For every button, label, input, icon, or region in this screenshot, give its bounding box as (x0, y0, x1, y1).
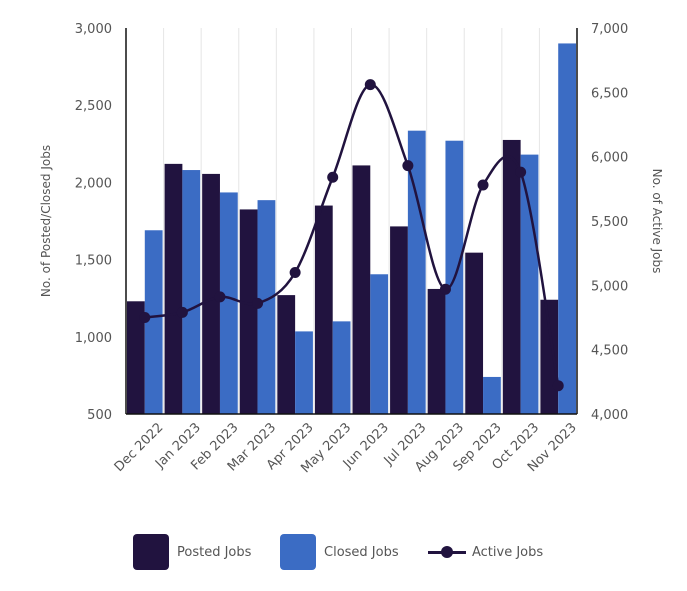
active-jobs-point (364, 79, 376, 91)
active-jobs-point (402, 160, 414, 172)
bar-posted-jobs (314, 205, 333, 414)
bar-posted-jobs (164, 163, 183, 414)
active-jobs-point (214, 291, 226, 303)
active-jobs-point (176, 306, 188, 318)
bars (127, 43, 576, 414)
bar-closed-jobs (219, 192, 238, 414)
bar-closed-jobs (407, 130, 426, 414)
bar-closed-jobs (257, 200, 276, 414)
chart: 500 1,000 1,500 2,000 2,500 3,000 4,000 4,500 5… (39, 22, 664, 476)
legend-swatch-active (428, 534, 466, 570)
left-tick-label: 1,000 (75, 331, 112, 346)
right-tick-label: 5,000 (591, 279, 628, 294)
bar-posted-jobs (352, 165, 371, 414)
active-jobs-point (289, 266, 301, 278)
active-jobs-point (552, 380, 564, 392)
right-tick-label: 7,000 (591, 22, 628, 37)
bar-posted-jobs (390, 226, 408, 414)
legend: Posted Jobs Closed Jobs Active Jobs (0, 532, 687, 572)
active-jobs-point (515, 166, 527, 178)
right-axis-ticks: 4,000 4,500 5,000 5,500 6,000 6,500 7,000 (591, 22, 628, 423)
bar-posted-jobs (427, 288, 446, 414)
axes (125, 28, 578, 415)
active-jobs-point (439, 283, 451, 295)
left-tick-label: 3,000 (75, 22, 112, 37)
bar-closed-jobs (182, 170, 201, 414)
bar-closed-jobs (483, 376, 501, 414)
bar-posted-jobs (540, 299, 559, 414)
bar-posted-jobs (239, 209, 258, 414)
right-tick-label: 4,000 (591, 408, 628, 423)
bar-posted-jobs (502, 139, 521, 414)
right-tick-label: 6,500 (591, 86, 628, 101)
bar-closed-jobs (370, 274, 389, 414)
legend-item-active[interactable]: Active Jobs (428, 532, 543, 572)
left-tick-label: 2,500 (75, 99, 112, 114)
bar-posted-jobs (127, 301, 145, 414)
bar-posted-jobs (202, 173, 220, 414)
bar-closed-jobs (558, 43, 576, 414)
right-tick-label: 4,500 (591, 344, 628, 359)
gridlines (163, 28, 540, 414)
bar-closed-jobs (520, 154, 539, 414)
legend-swatch-posted (133, 534, 169, 570)
bar-posted-jobs (465, 252, 484, 414)
left-axis-ticks: 500 1,000 1,500 2,000 2,500 3,000 (75, 22, 112, 423)
bar-closed-jobs (332, 321, 351, 414)
bar-closed-jobs (295, 331, 313, 414)
legend-label-closed: Closed Jobs (324, 544, 399, 560)
active-jobs-point (139, 312, 151, 323)
legend-label-posted: Posted Jobs (177, 544, 252, 560)
bar-closed-jobs (144, 230, 163, 414)
bar-posted-jobs (277, 295, 296, 414)
legend-label-active: Active Jobs (472, 544, 544, 560)
right-tick-label: 6,000 (591, 151, 628, 166)
active-jobs-point (327, 171, 339, 183)
legend-swatch-closed (280, 534, 316, 570)
left-tick-label: 2,000 (75, 176, 112, 191)
left-tick-label: 1,500 (75, 254, 112, 269)
active-jobs-point (252, 297, 264, 309)
right-axis-title: No. of Active Jobs (650, 169, 664, 274)
active-jobs-line (139, 79, 564, 392)
left-axis-title: No. of Posted/Closed Jobs (39, 145, 53, 297)
active-jobs-point (477, 179, 489, 191)
left-tick-label: 500 (87, 408, 112, 423)
legend-item-posted[interactable]: Posted Jobs (133, 532, 251, 572)
right-tick-label: 5,500 (591, 215, 628, 230)
legend-item-closed[interactable]: Closed Jobs (280, 532, 399, 572)
